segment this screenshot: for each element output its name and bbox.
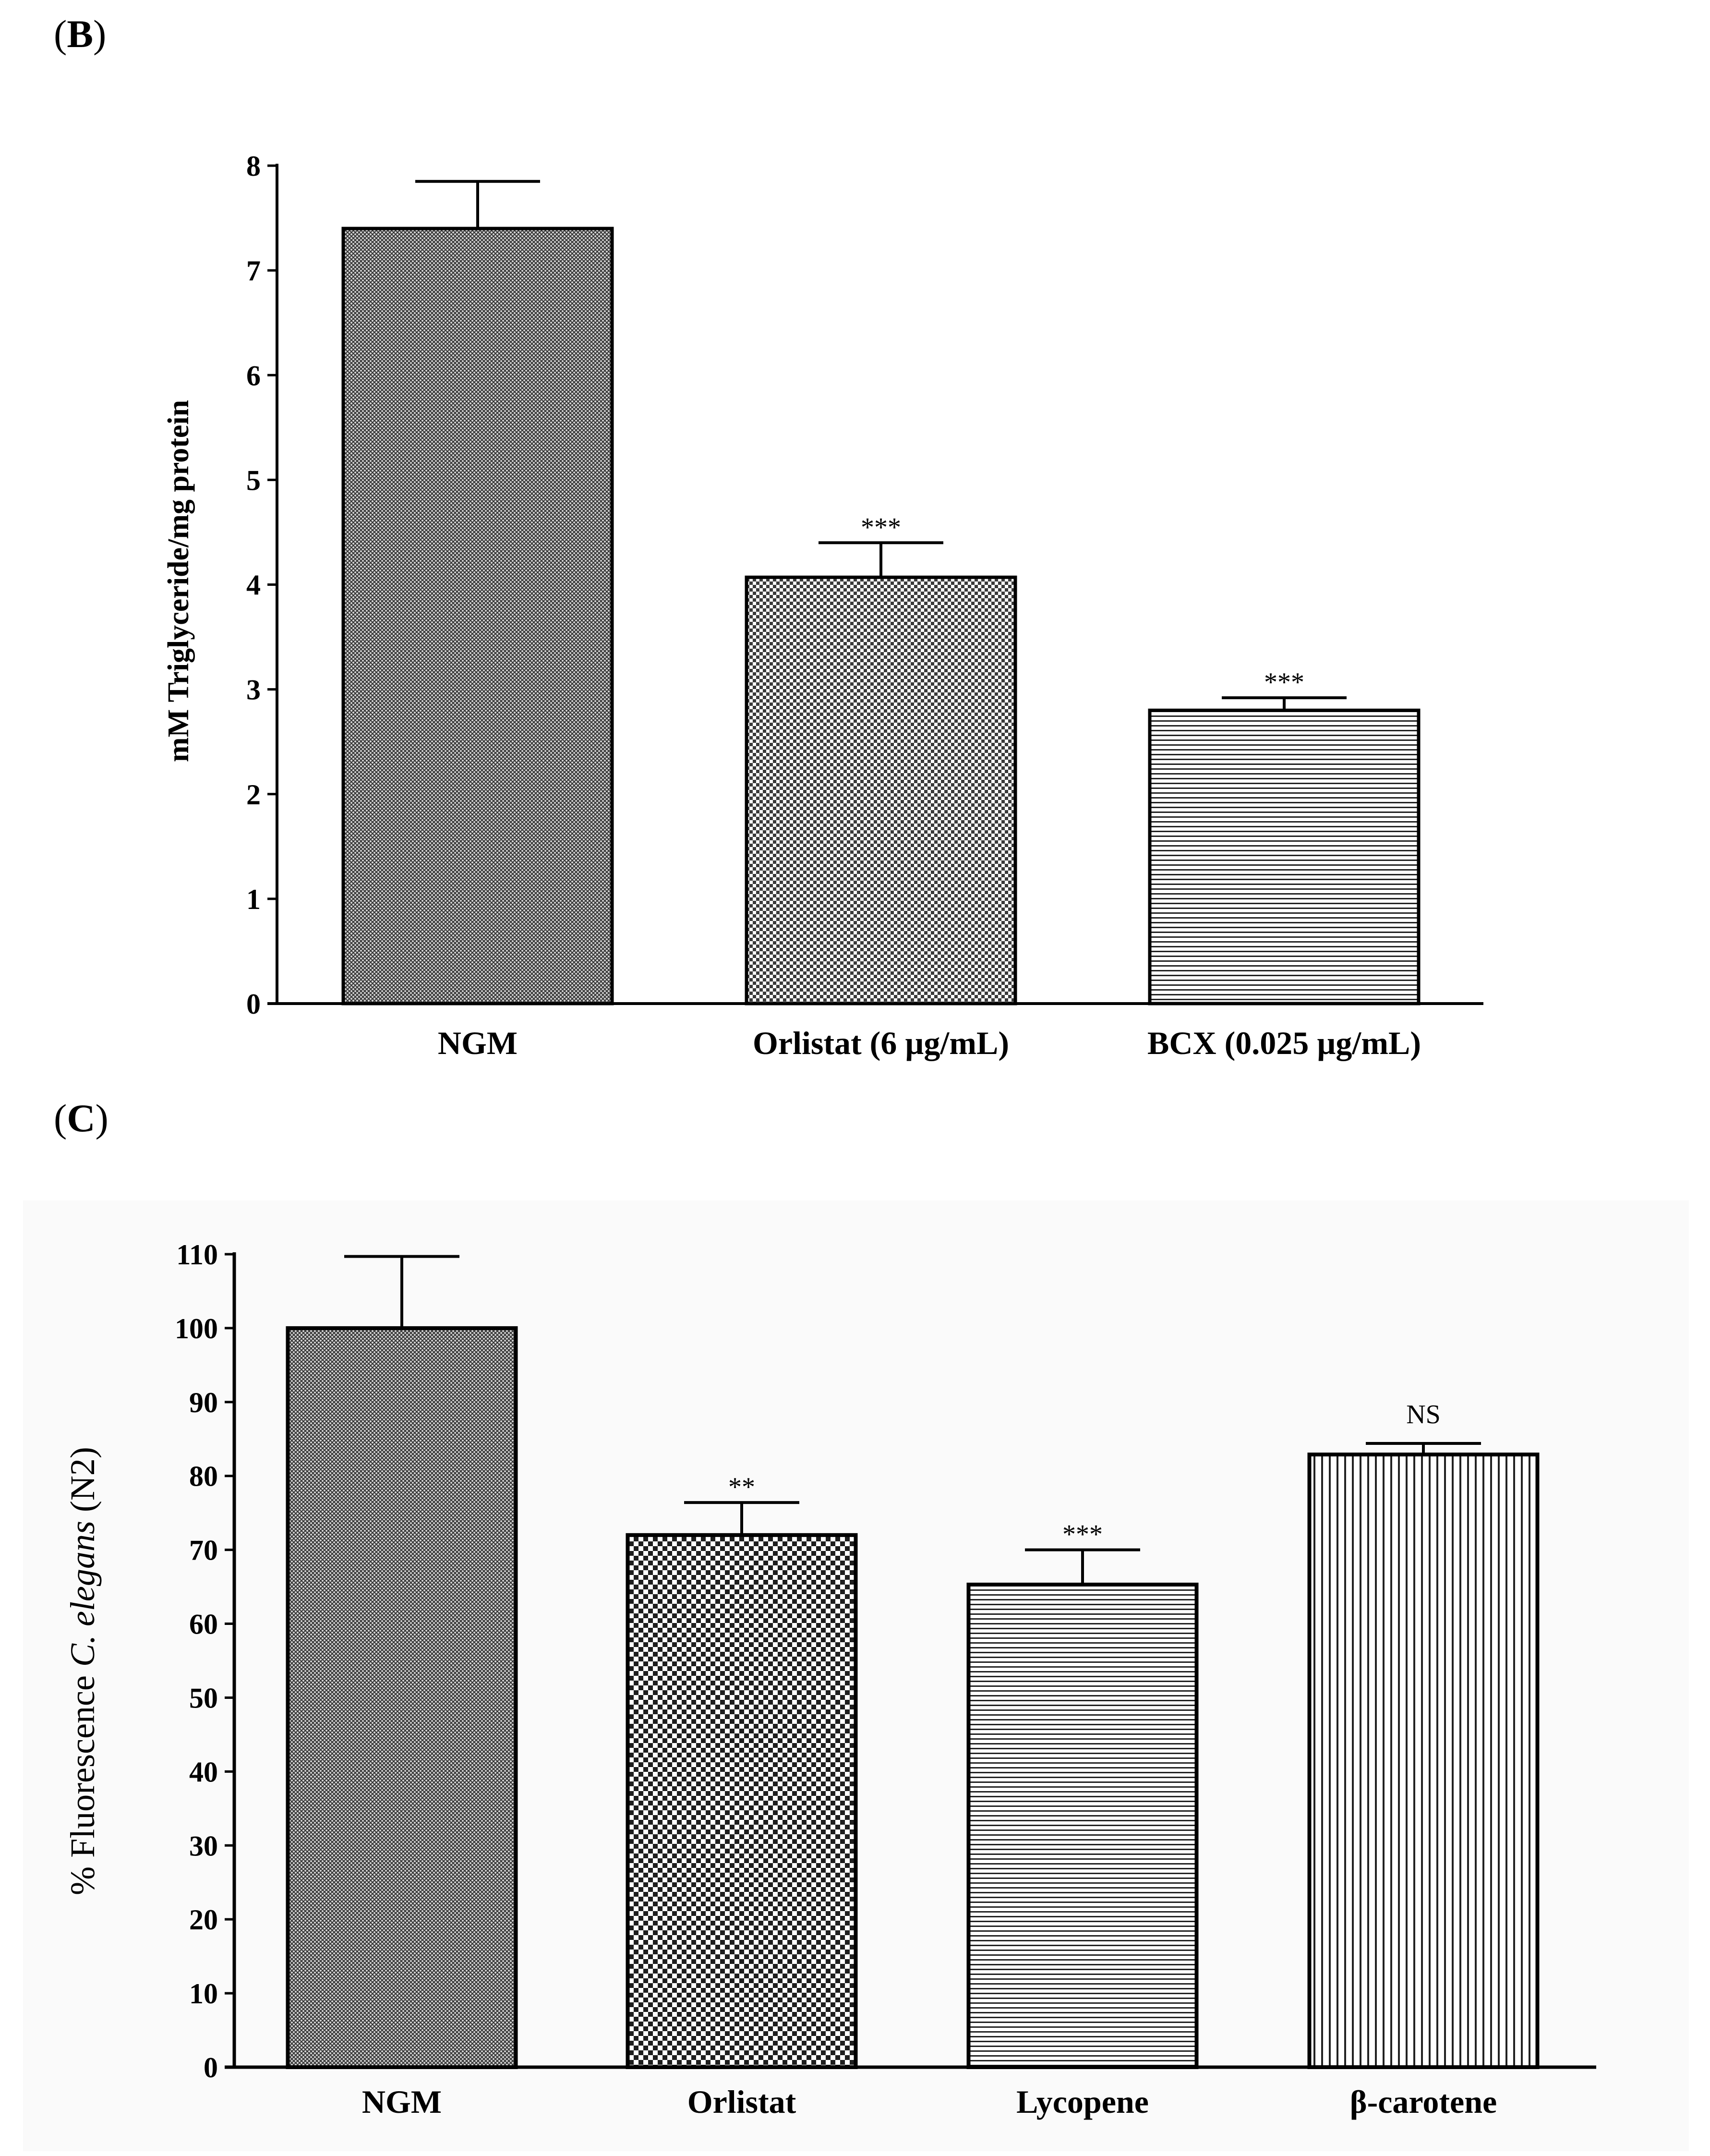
category-label-c-1: Orlistat bbox=[687, 2083, 796, 2120]
y-tick-label-b-6: 6 bbox=[246, 360, 261, 391]
y-tick-label-b-8: 8 bbox=[246, 150, 261, 182]
panel-b-category-labels: NGM Orlistat (6 µg/mL) BCX (0.025 µg/mL) bbox=[438, 1025, 1421, 1061]
y-tick-label-c-5: 50 bbox=[189, 1682, 218, 1714]
category-label-b-1: Orlistat (6 µg/mL) bbox=[753, 1025, 1009, 1061]
y-tick-label-b-7: 7 bbox=[246, 255, 261, 287]
panel-c-bars: *****NS bbox=[286, 1255, 1540, 2070]
panel-c-y-ticks: 0 10 20 30 40 50 60 70 80 90 100 110 bbox=[175, 1239, 234, 2083]
bar-c-2 bbox=[966, 1582, 1199, 2069]
panel-c-axes bbox=[225, 1252, 1596, 2069]
y-tick-label-c-4: 40 bbox=[189, 1756, 218, 1788]
significance-label-b-1: *** bbox=[861, 512, 901, 542]
y-tick-label-c-0: 0 bbox=[204, 2052, 218, 2083]
panel-c-category-labels: NGM Orlistat Lycopene β-carotene bbox=[362, 2083, 1497, 2120]
y-tick-label-c-10: 100 bbox=[175, 1313, 218, 1344]
panel-c-letter: (C) bbox=[54, 1096, 108, 1140]
y-tick-label-c-3: 30 bbox=[189, 1830, 218, 1862]
y-tick-label-b-1: 1 bbox=[246, 884, 261, 915]
bar-b-0 bbox=[341, 227, 614, 1005]
bar-b-2 bbox=[1148, 708, 1421, 1005]
y-tick-label-c-8: 80 bbox=[189, 1461, 218, 1492]
significance-label-b-2: *** bbox=[1264, 667, 1304, 697]
category-label-b-2: BCX (0.025 µg/mL) bbox=[1147, 1025, 1421, 1061]
significance-label-c-1: ** bbox=[728, 1472, 755, 1502]
panel-b: (B) *** *** 0 1 2 3 4 5 6 7 8 NGM Orlistat (6 µg/m… bbox=[54, 12, 1483, 1061]
y-tick-label-b-2: 2 bbox=[246, 779, 261, 811]
category-label-c-3: β-carotene bbox=[1350, 2083, 1497, 2120]
category-label-c-0: NGM bbox=[362, 2083, 442, 2120]
bar-b-1 bbox=[745, 575, 1017, 1005]
significance-label-c-2: *** bbox=[1062, 1520, 1103, 1550]
bar-c-0 bbox=[286, 1326, 518, 2070]
panel-b-y-ticks: 0 1 2 3 4 5 6 7 8 bbox=[246, 150, 277, 1020]
y-tick-label-c-6: 60 bbox=[189, 1609, 218, 1640]
y-tick-label-b-5: 5 bbox=[246, 464, 261, 496]
category-label-b-0: NGM bbox=[438, 1025, 518, 1061]
panel-b-bars: *** *** bbox=[341, 180, 1421, 1005]
y-tick-label-c-7: 70 bbox=[189, 1535, 218, 1566]
category-label-c-2: Lycopene bbox=[1016, 2083, 1149, 2120]
panel-b-letter: (B) bbox=[54, 12, 106, 56]
bar-c-3 bbox=[1307, 1453, 1540, 2070]
y-tick-label-c-2: 20 bbox=[189, 1904, 218, 1936]
y-tick-label-c-1: 10 bbox=[189, 1978, 218, 2010]
y-tick-label-c-9: 90 bbox=[189, 1387, 218, 1418]
y-tick-label-b-4: 4 bbox=[246, 569, 261, 601]
panel-c-y-axis-label: % Fluorescence C. elegans (N2) bbox=[63, 1447, 102, 1895]
y-tick-label-c-11: 110 bbox=[176, 1239, 218, 1271]
y-tick-label-b-3: 3 bbox=[246, 674, 261, 706]
bar-c-1 bbox=[626, 1533, 858, 2069]
panel-b-y-axis-label: mM Triglyceride/mg protein bbox=[162, 400, 195, 762]
y-tick-label-b-0: 0 bbox=[246, 988, 261, 1020]
significance-label-c-3: NS bbox=[1406, 1400, 1441, 1429]
